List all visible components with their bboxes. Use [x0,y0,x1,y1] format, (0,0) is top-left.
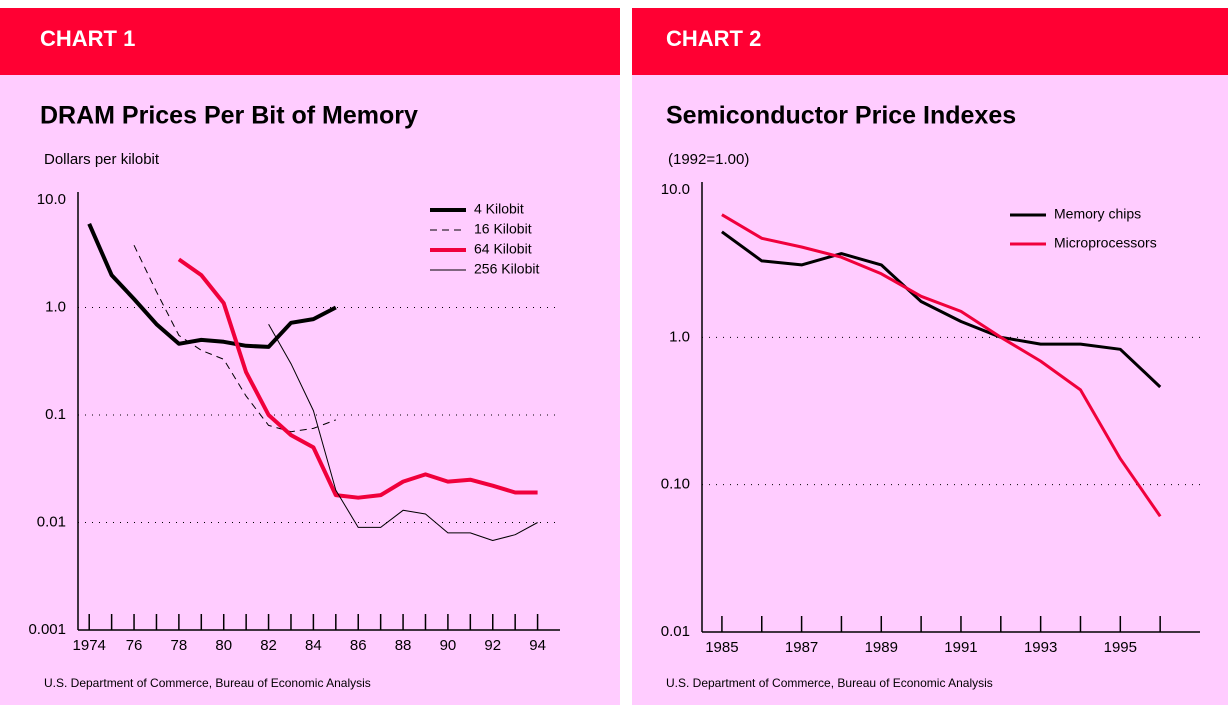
x-tick-label: 92 [484,637,501,654]
x-tick-label: 84 [305,637,322,654]
x-tick-label: 1987 [785,639,818,656]
legend-label: Memory chips [1054,206,1141,222]
chart-title: DRAM Prices Per Bit of Memory [40,102,418,130]
panel [0,8,620,705]
y-tick-label: 0.1 [45,406,66,423]
chart-header: CHART 1 [40,26,135,51]
x-tick-label: 88 [395,637,412,654]
series-line [721,213,1162,518]
y-tick-label: 10.0 [37,191,66,208]
x-tick-label: 94 [529,637,546,654]
x-tick-label: 1989 [865,639,898,656]
x-tick-label: 78 [171,637,188,654]
header-bar [0,8,620,75]
series-line [133,244,336,433]
x-tick-label: 80 [215,637,232,654]
x-tick-label: 82 [260,637,277,654]
x-tick-label: 1993 [1024,639,1057,656]
x-tick-label: 1974 [73,637,106,654]
x-tick-label: 86 [350,637,367,654]
y-tick-label: 1.0 [45,298,66,315]
y-tick-label: 0.10 [661,476,690,493]
x-tick-label: 90 [440,637,457,654]
source-note: U.S. Department of Commerce, Bureau of E… [666,676,993,690]
y-tick-label: 0.01 [37,513,66,530]
chart-header: CHART 2 [666,26,761,51]
header-bar [632,8,1228,75]
legend-label: 16 Kilobit [474,221,532,237]
y-axis-label: Dollars per kilobit [44,151,160,168]
y-tick-label: 1.0 [669,328,690,345]
x-tick-label: 1985 [705,639,738,656]
legend-label: 256 Kilobit [474,261,539,277]
legend-label: Microprocessors [1054,235,1157,251]
y-tick-label: 0.01 [661,623,690,640]
series-line [177,257,538,500]
legend-label: 4 Kilobit [474,201,524,217]
series-line [87,222,337,349]
chart-title: Semiconductor Price Indexes [666,102,1016,130]
x-tick-label: 76 [126,637,143,654]
x-tick-label: 1991 [944,639,977,656]
legend-label: 64 Kilobit [474,241,532,257]
y-tick-label: 0.001 [28,621,66,638]
x-tick-label: 1995 [1104,639,1137,656]
y-tick-label: 10.0 [661,181,690,198]
series-line [268,323,538,541]
series-line [721,230,1162,389]
y-axis-label: (1992=1.00) [668,151,749,168]
source-note: U.S. Department of Commerce, Bureau of E… [44,676,371,690]
